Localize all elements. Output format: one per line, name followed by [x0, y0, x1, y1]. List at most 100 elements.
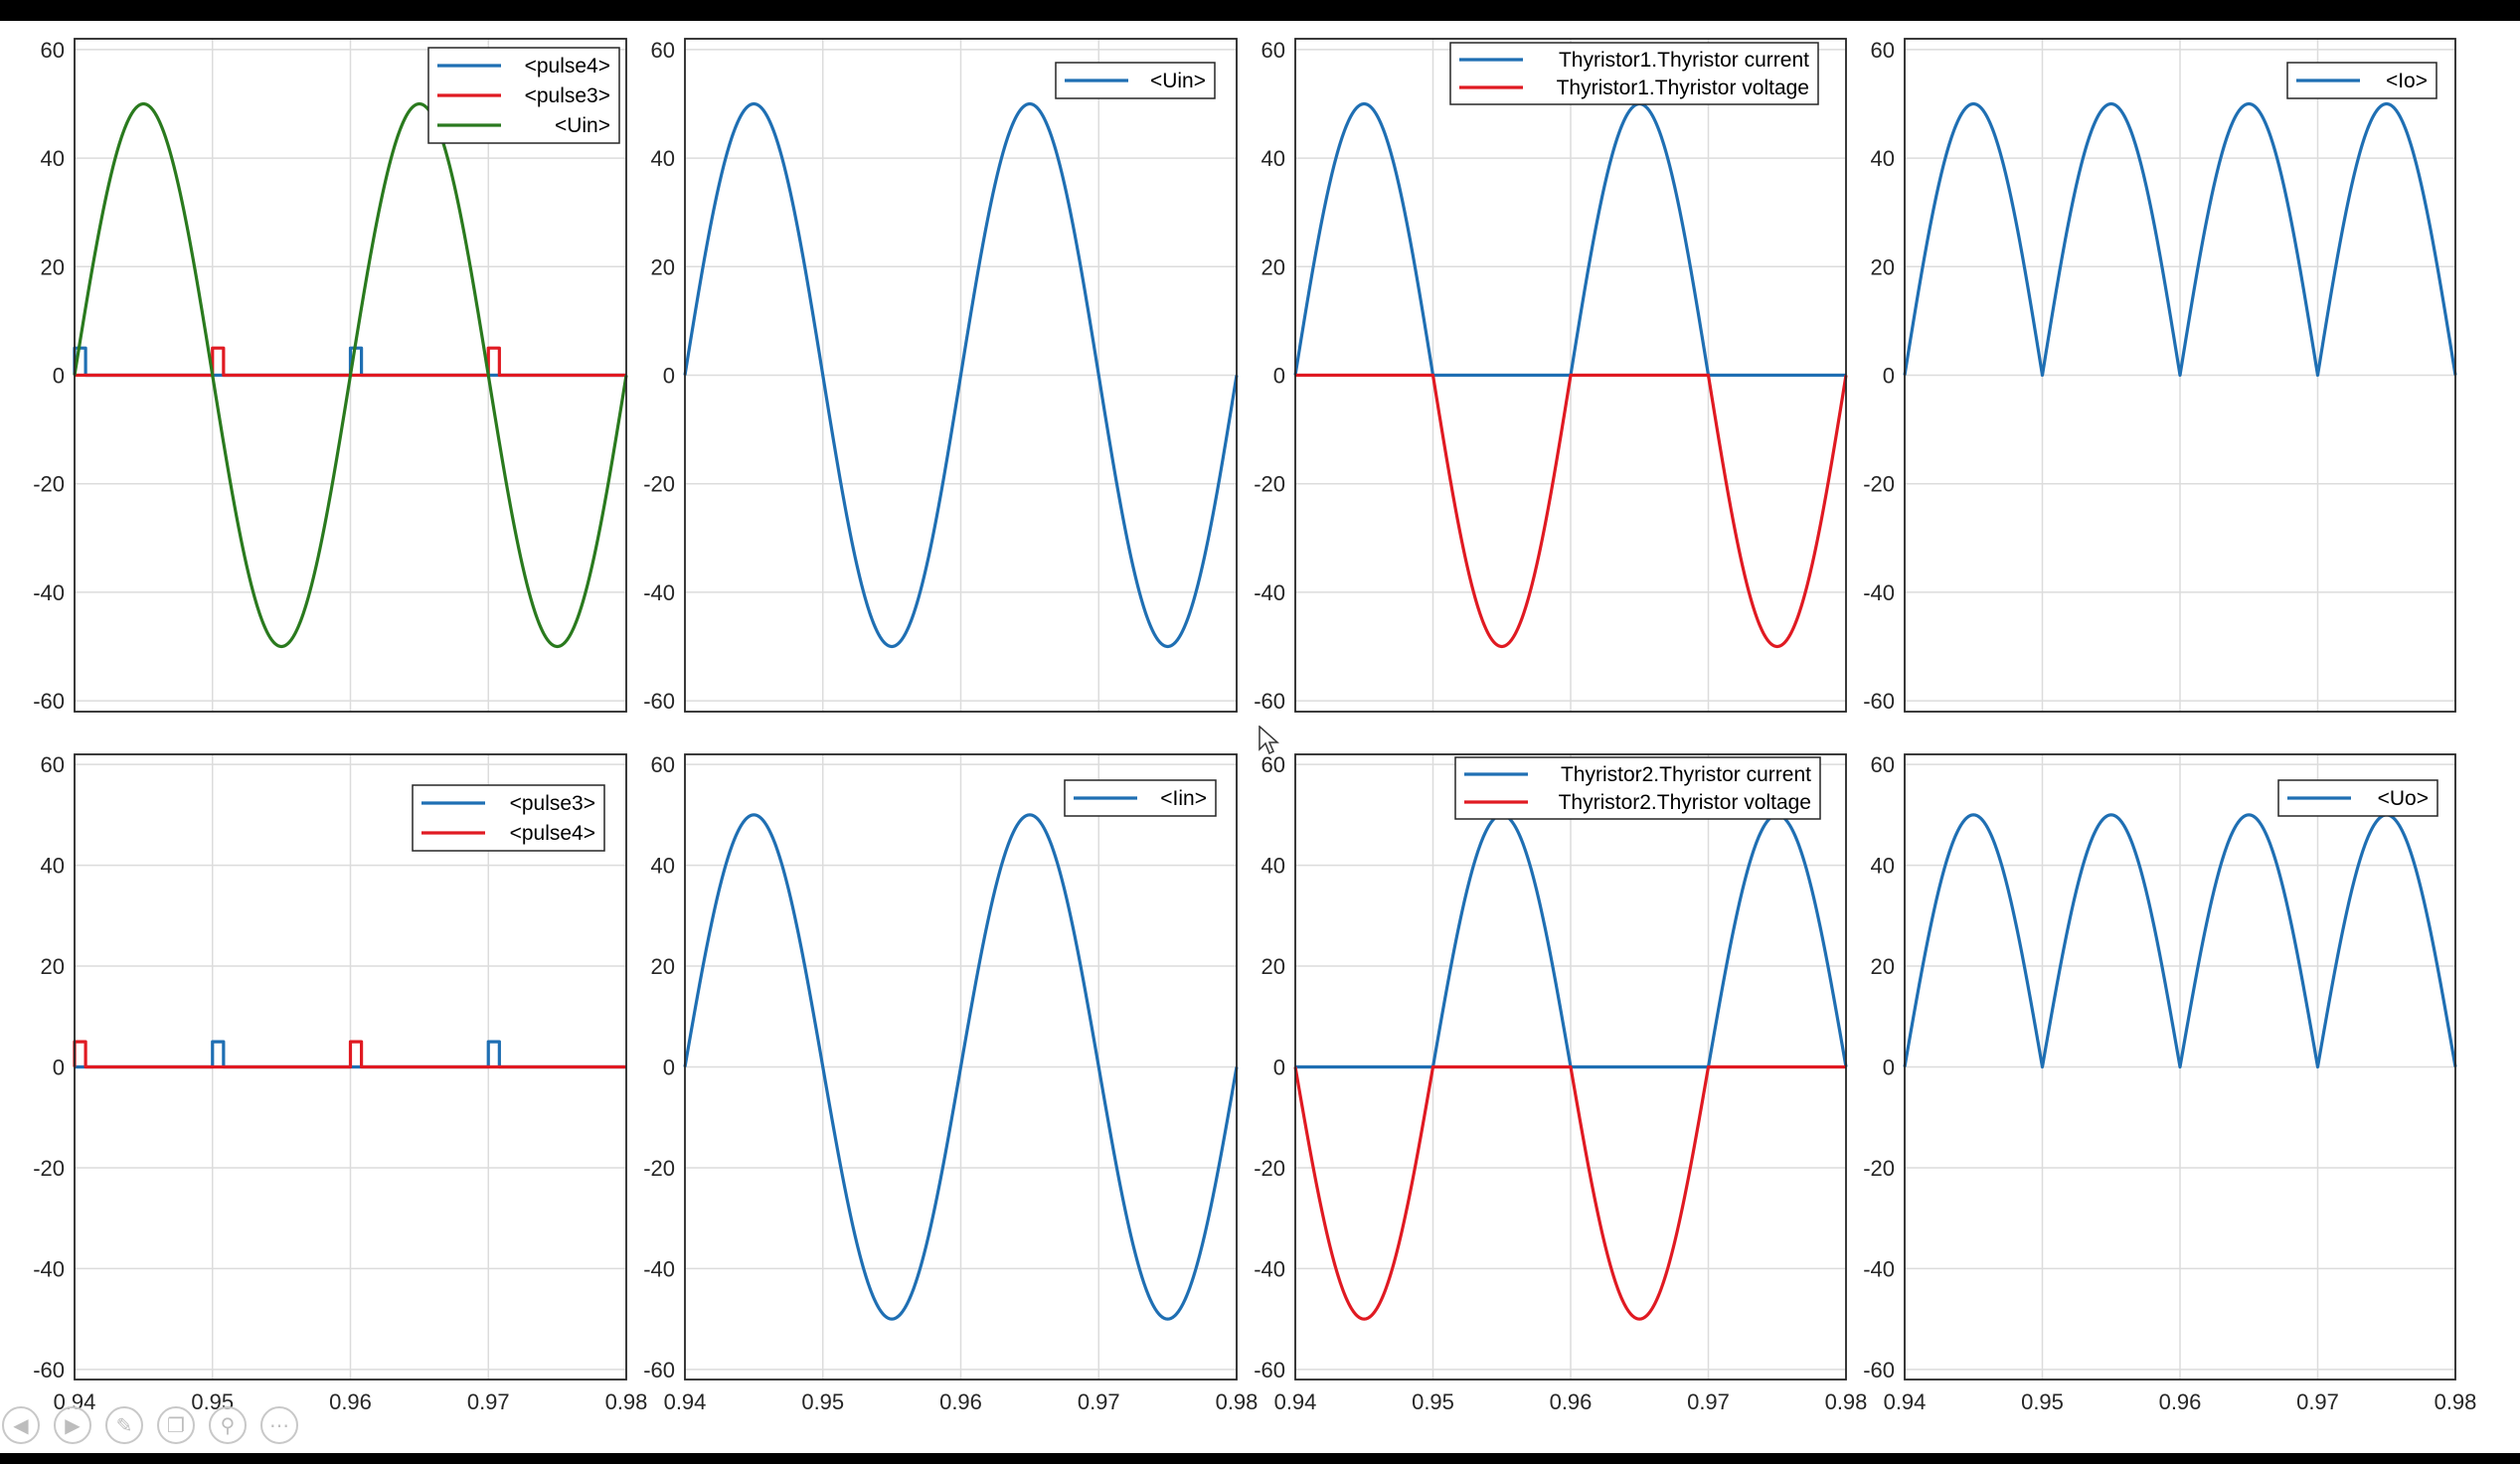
series-line-2 [1293, 1064, 1847, 1321]
y-tick-label: 40 [651, 854, 675, 879]
y-tick-label: 0 [53, 364, 65, 389]
axes-frame [1904, 38, 2456, 713]
y-tick-label: -40 [1254, 1256, 1285, 1281]
y-tick-label: 60 [651, 38, 675, 63]
y-tick-label: 20 [1261, 254, 1285, 279]
x-tick-label: 0.94 [1274, 1389, 1317, 1414]
y-tick-label: -60 [33, 1358, 65, 1383]
y-tick-label: -40 [643, 580, 675, 605]
chart-panel-8: 60 40 20 0 -20 -40 -60 0.94 0.95 0.96 0.97 0.98 <Uo> [1863, 752, 2476, 1414]
y-tick-label: -60 [643, 1358, 675, 1383]
axes-frame [1294, 753, 1847, 1381]
y-tick-label: -60 [1254, 689, 1285, 714]
pen-tool-button[interactable]: ✎ [105, 1406, 143, 1444]
x-tick-label: 0.96 [1550, 1389, 1593, 1414]
axes-frame [1294, 38, 1847, 713]
y-tick-label: 40 [1871, 854, 1895, 879]
x-tick-label: 0.95 [1412, 1389, 1454, 1414]
y-tick-label: 60 [1871, 752, 1895, 777]
y-tick-label: 20 [41, 254, 65, 279]
y-tick-label: -60 [1863, 689, 1895, 714]
legend-label: Thyristor2.Thyristor current [1561, 763, 1811, 786]
x-tick-label: 0.97 [467, 1389, 510, 1414]
chart-panel-6: 60 40 20 0 -20 -40 -60 0.94 0.95 0.96 0.97 0.98 <Iin… [643, 752, 1258, 1414]
y-tick-label: 20 [41, 954, 65, 979]
legend: <Iin> [1064, 779, 1217, 817]
y-tick-label: -20 [643, 1156, 675, 1181]
y-tick-label: 0 [1273, 364, 1285, 389]
y-tick-label: 0 [663, 1056, 675, 1080]
more-options-button[interactable]: ⋯ [260, 1406, 298, 1444]
legend-label: <pulse4> [525, 55, 610, 78]
series-line-1 [683, 101, 1239, 649]
legend: Thyristor1.Thyristor current Thyristor1.T… [1449, 42, 1819, 105]
y-tick-label: 60 [1871, 38, 1895, 63]
legend-label: <Io> [2386, 70, 2428, 92]
zoom-button[interactable]: ⚲ [209, 1406, 247, 1444]
y-tick-label: 60 [1261, 38, 1285, 63]
y-tick-label: -20 [1254, 1156, 1285, 1181]
x-tick-label: 0.98 [1825, 1389, 1868, 1414]
x-tick-label: 0.96 [939, 1389, 982, 1414]
x-tick-label: 0.95 [801, 1389, 844, 1414]
x-tick-label: 0.96 [2159, 1389, 2202, 1414]
axes-frame [74, 753, 627, 1381]
y-tick-label: 0 [1883, 364, 1895, 389]
previous-slide-button[interactable]: ◀ [2, 1406, 40, 1444]
legend: Thyristor2.Thyristor current Thyristor2.T… [1454, 756, 1821, 820]
y-tick-label: 0 [663, 364, 675, 389]
next-icon: ▶ [65, 1414, 81, 1437]
x-tick-label: 0.97 [1078, 1389, 1120, 1414]
legend-box [412, 784, 605, 852]
y-tick-label: 40 [1261, 854, 1285, 879]
y-tick-label: -40 [1254, 580, 1285, 605]
chart-panel-3: 60 40 20 0 -20 -40 -60 Thyristor1.Thyristor cur… [1254, 38, 1848, 714]
y-tick-label: 20 [1871, 254, 1895, 279]
y-tick-label: -20 [1254, 472, 1285, 497]
slideshow-toolbar: ◀ ▶ ✎ ❐ ⚲ ⋯ [2, 1405, 298, 1445]
legend-label: <pulse4> [510, 822, 595, 845]
legend-label: <Uin> [555, 114, 610, 137]
y-tick-label: -40 [1863, 580, 1895, 605]
prev-icon: ◀ [13, 1414, 29, 1437]
x-tick-label: 0.98 [1216, 1389, 1259, 1414]
copy-button[interactable]: ❐ [157, 1406, 195, 1444]
axes-frame [74, 38, 627, 713]
legend: <pulse4> <pulse3> <Uin> [427, 47, 620, 144]
y-tick-label: 60 [41, 38, 65, 63]
chart-panel-4: 60 40 20 0 -20 -40 -60 <Io> [1863, 38, 2457, 714]
legend-label: <pulse3> [510, 792, 595, 815]
y-tick-label: 60 [1261, 752, 1285, 777]
series-line-1 [1903, 101, 2457, 378]
y-tick-label: 60 [651, 752, 675, 777]
axes-frame [1904, 753, 2456, 1381]
x-tick-label: 0.94 [1884, 1389, 1927, 1414]
y-tick-label: -40 [643, 1256, 675, 1281]
y-tick-label: 0 [1273, 1056, 1285, 1080]
legend-label: <Uo> [2378, 787, 2429, 810]
legend-box [1449, 42, 1819, 105]
more-icon: ⋯ [269, 1414, 289, 1437]
zoom-icon: ⚲ [220, 1414, 236, 1437]
series-line-2 [1294, 373, 1848, 649]
series-line-1 [75, 1040, 626, 1069]
x-tick-label: 0.97 [2296, 1389, 2339, 1414]
legend-label: <pulse3> [525, 84, 610, 107]
series-line-3 [73, 101, 628, 649]
legend-label: <Uin> [1150, 70, 1206, 92]
pen-icon: ✎ [115, 1414, 133, 1437]
legend-label: <Iin> [1160, 787, 1207, 810]
y-tick-label: -60 [1863, 1358, 1895, 1383]
legend: <Uo> [2277, 779, 2438, 817]
window-top-bar [0, 0, 2520, 21]
series-line-1 [1903, 813, 2457, 1069]
y-tick-label: 0 [53, 1056, 65, 1080]
y-tick-label: -20 [643, 472, 675, 497]
y-tick-label: 20 [651, 254, 675, 279]
next-slide-button[interactable]: ▶ [54, 1406, 91, 1444]
x-tick-label: 0.98 [605, 1389, 648, 1414]
series-line-1 [683, 813, 1239, 1321]
y-tick-label: 40 [41, 854, 65, 879]
